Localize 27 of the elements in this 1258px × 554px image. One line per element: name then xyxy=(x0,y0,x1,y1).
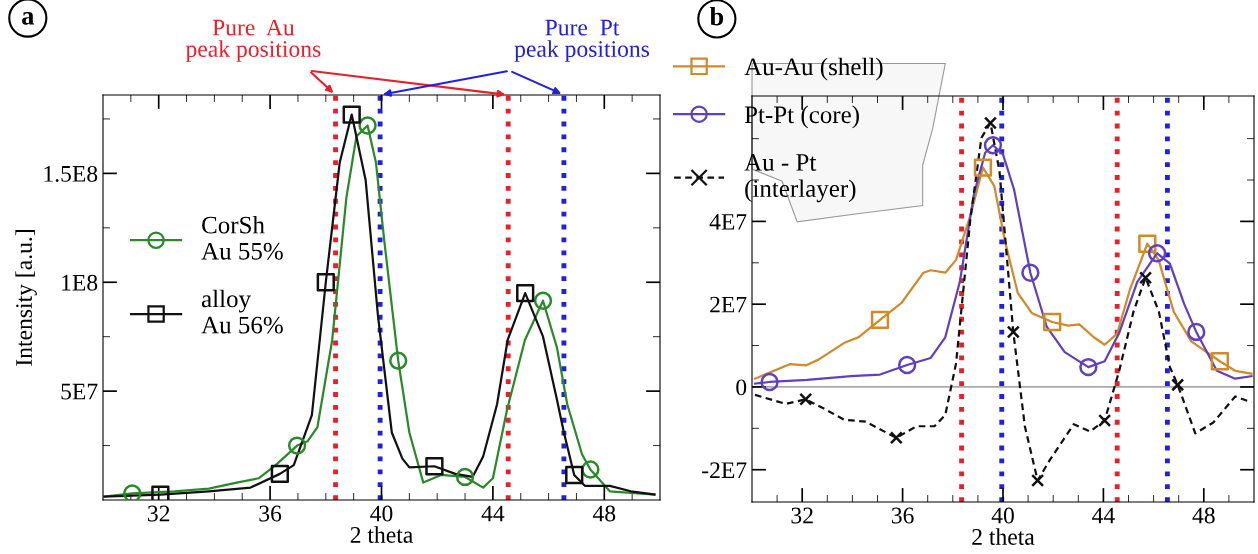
text: a xyxy=(22,12,34,25)
x-tick-label: 40 xyxy=(370,505,393,522)
x-axis-title: 2 theta xyxy=(350,526,413,543)
x-tick-label: 40 xyxy=(991,507,1014,524)
y-tick-label: 1E8 xyxy=(62,274,98,291)
y-tick-label: 0 xyxy=(736,379,747,396)
x-tick-label: 32 xyxy=(791,507,813,524)
x-tick-label: 36 xyxy=(891,507,914,524)
x-tick-label: 48 xyxy=(1192,507,1215,524)
y-tick-label: -2E7 xyxy=(702,462,747,478)
y-tick-label: 1.5E8 xyxy=(44,165,98,182)
x-tick-label: 36 xyxy=(259,505,282,522)
x-tick-label: 32 xyxy=(148,505,170,522)
text: Pure Au peak positions xyxy=(185,19,321,62)
text: Pure Pt peak positions xyxy=(514,19,650,62)
legend-label: Au-Au (shell) xyxy=(744,57,883,81)
x-tick-label: 44 xyxy=(481,505,505,522)
x-axis-title: 2 theta xyxy=(972,528,1035,545)
x-tick-label: 48 xyxy=(592,505,616,522)
legend-label: alloy Au 56% xyxy=(201,289,283,334)
y-tick-label: 2E7 xyxy=(710,296,747,313)
y-tick-label: 5E7 xyxy=(61,383,98,400)
text: b xyxy=(709,6,724,26)
x-tick-label: 44 xyxy=(1092,507,1115,524)
y-axis-title: Intensity [a.u.] xyxy=(15,230,37,366)
y-tick-label: 4E7 xyxy=(709,214,747,230)
legend-label: CorSh Au 55% xyxy=(201,215,283,260)
